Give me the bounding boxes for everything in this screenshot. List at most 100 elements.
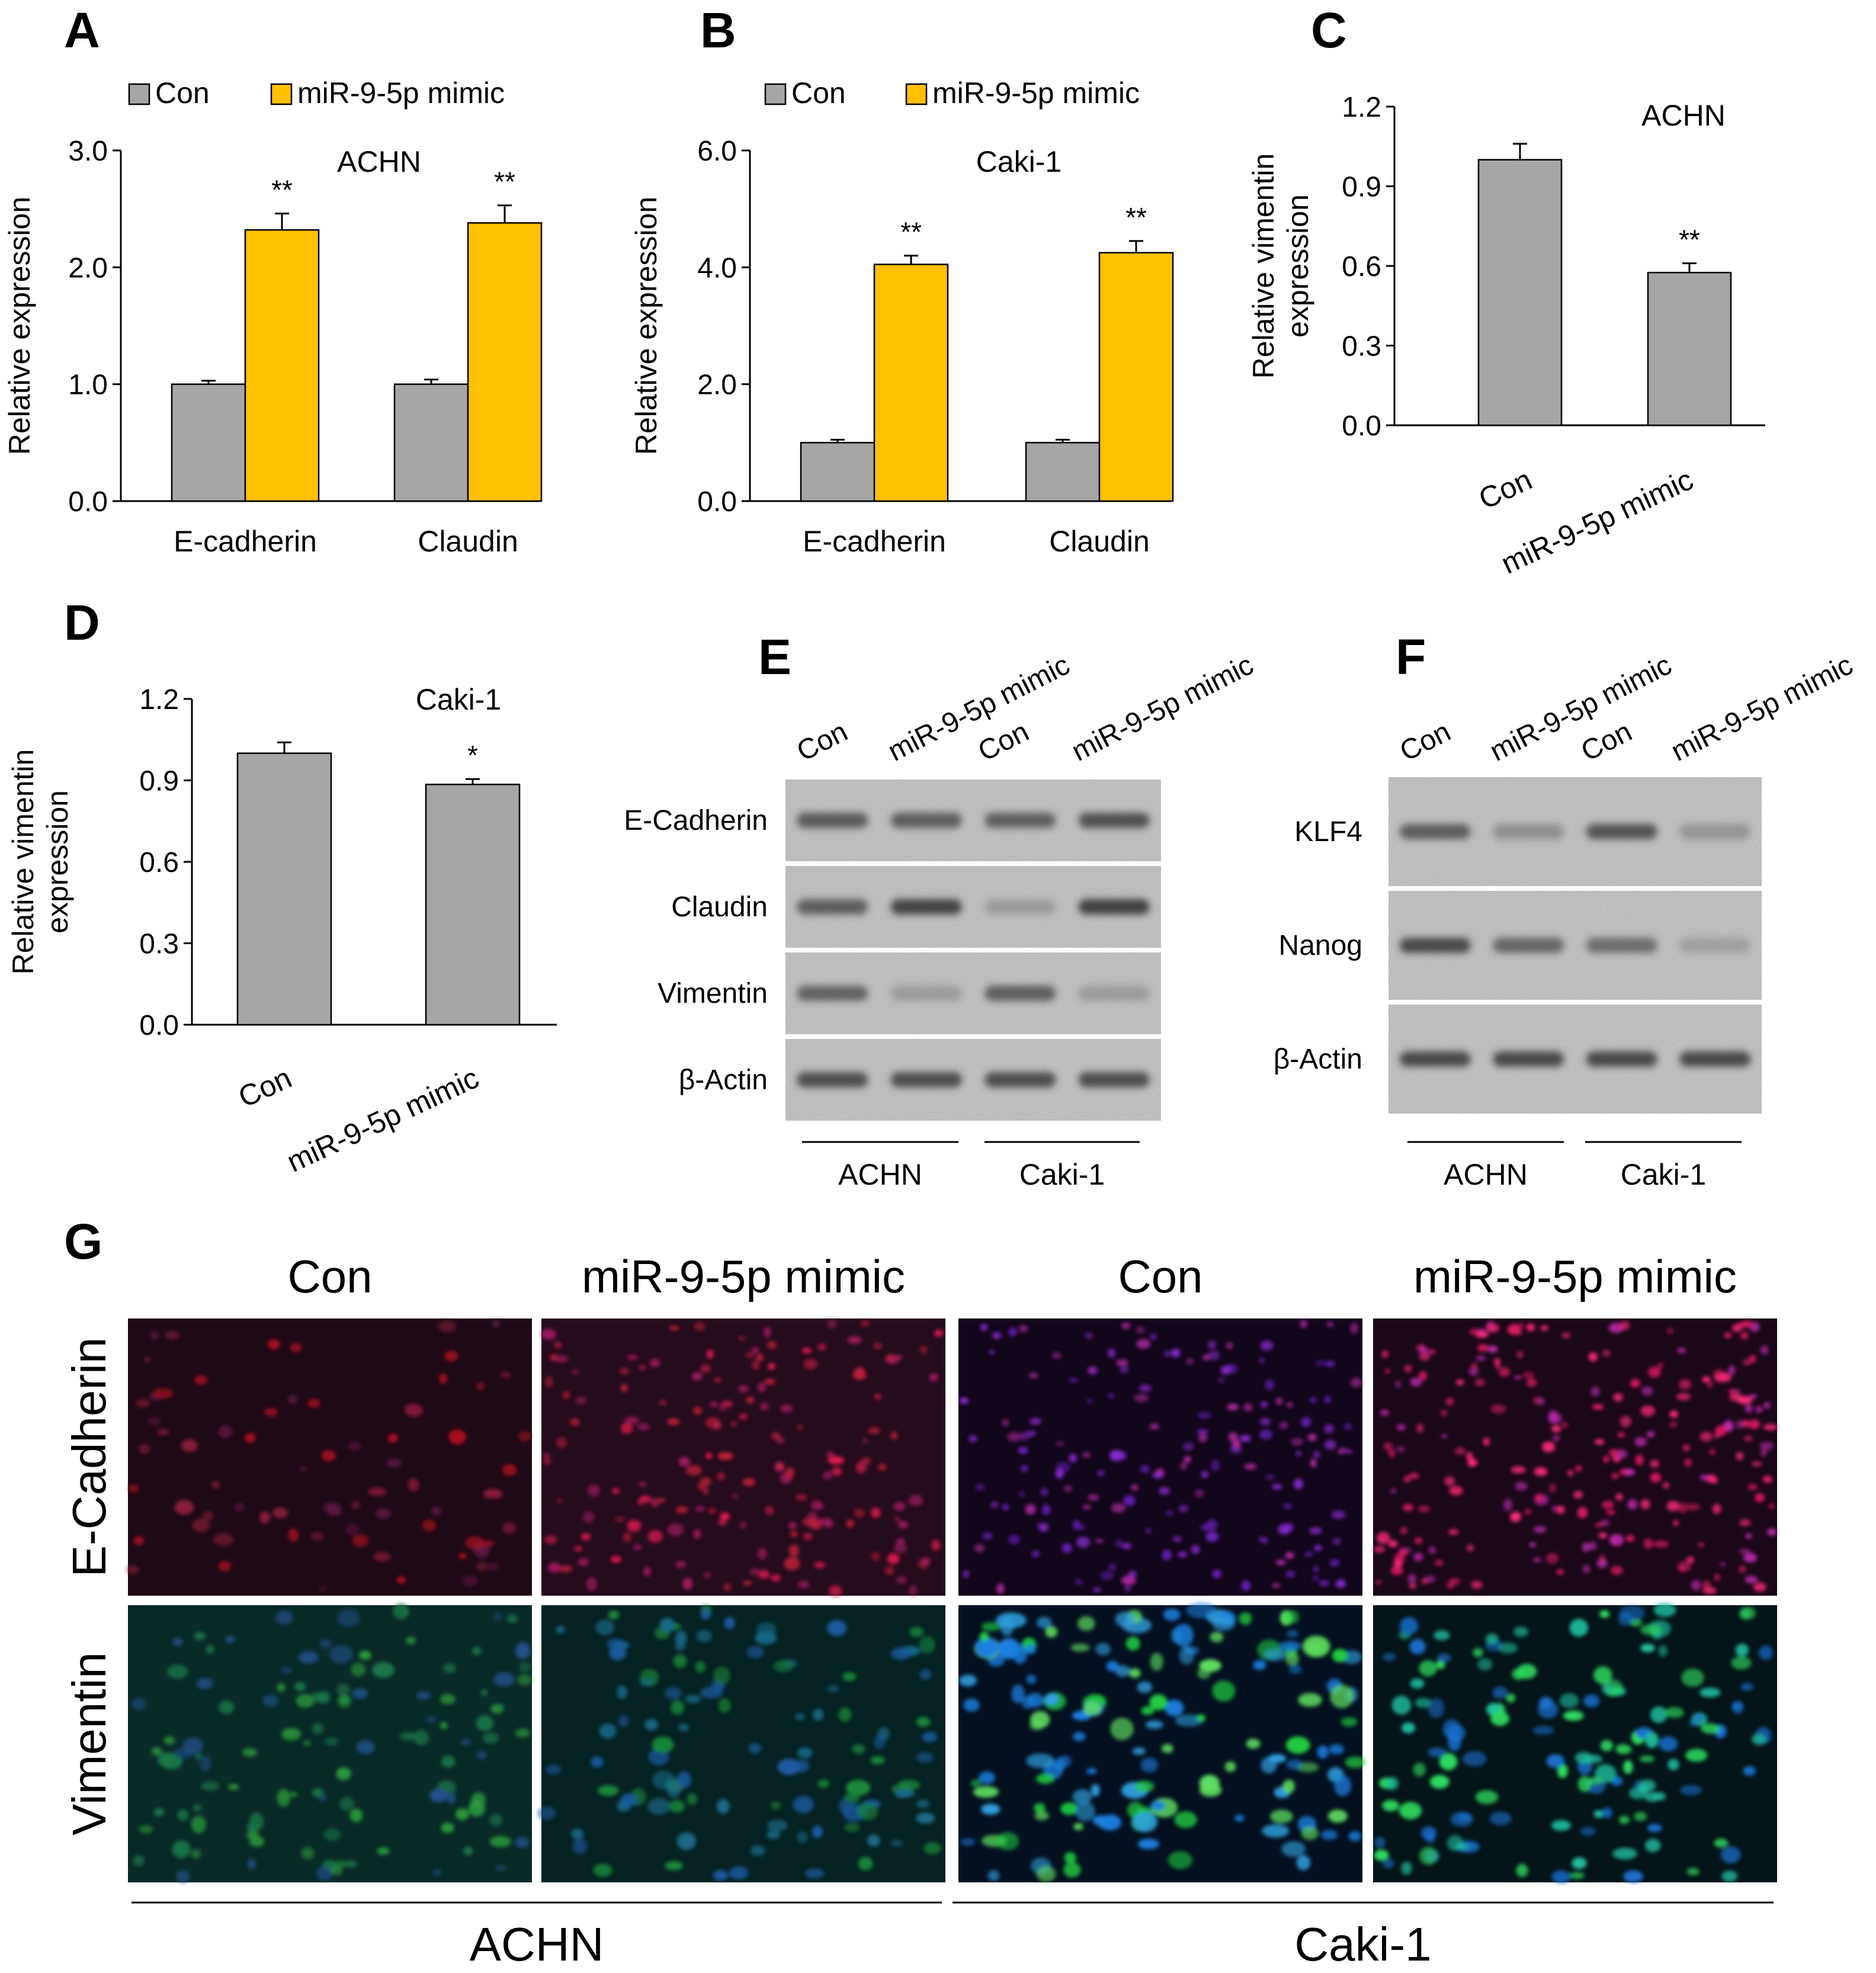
- cell: [1625, 1535, 1635, 1542]
- micrograph-cells: [131, 1603, 532, 1883]
- cell: [1618, 1612, 1634, 1626]
- cell: [693, 1529, 701, 1539]
- cell: [619, 1368, 630, 1375]
- cell: [1019, 1491, 1025, 1497]
- cell: [1201, 1471, 1209, 1478]
- cell: [656, 1498, 666, 1503]
- cell: [1076, 1536, 1091, 1548]
- cell: [1295, 1451, 1302, 1456]
- column-label: miR-9-5p mimic: [1413, 1250, 1737, 1302]
- cell: [1033, 1803, 1046, 1813]
- cell: [497, 1703, 505, 1709]
- cell: [1526, 1323, 1535, 1332]
- cell: [586, 1577, 598, 1592]
- cell: [571, 1828, 584, 1840]
- cell: [1391, 1695, 1412, 1715]
- significance-marker: **: [271, 175, 293, 206]
- cell: [1044, 1693, 1059, 1706]
- lane-label: Con: [1395, 716, 1456, 768]
- cell: [1095, 1538, 1104, 1544]
- cell: [1714, 1839, 1729, 1848]
- cell: [150, 1330, 159, 1340]
- legend-label: miR-9-5p mimic: [932, 76, 1140, 110]
- micrograph: [958, 1318, 1362, 1596]
- cell: [1035, 1773, 1055, 1784]
- cell: [1556, 1568, 1564, 1575]
- x-category-label: E-cadherin: [174, 525, 317, 558]
- cell: [1418, 1506, 1431, 1512]
- cell: [1075, 1579, 1082, 1585]
- cell: [1512, 1668, 1525, 1680]
- cell: [1040, 1488, 1048, 1496]
- cell: [644, 1718, 659, 1731]
- cell: [1613, 1393, 1624, 1402]
- cell: [1694, 1714, 1705, 1722]
- cell: [1345, 1756, 1365, 1769]
- cell: [1419, 1371, 1427, 1381]
- cell: [1739, 1548, 1752, 1554]
- cell: [493, 1672, 515, 1687]
- cell: [1415, 1537, 1422, 1544]
- cell: [612, 1488, 620, 1494]
- y-tick-label: 4.0: [697, 252, 737, 284]
- cell: [1150, 1653, 1163, 1671]
- cell: [578, 1557, 589, 1567]
- y-axis-label: Relative vimentinexpression: [7, 749, 74, 975]
- cell: [1307, 1433, 1317, 1441]
- cell: [1731, 1656, 1752, 1670]
- cell: [1699, 1475, 1710, 1480]
- cell: [1197, 1429, 1209, 1435]
- cell: [1380, 1409, 1389, 1416]
- cell: [557, 1499, 563, 1503]
- cell: [440, 1693, 456, 1705]
- cell: [1676, 1348, 1686, 1353]
- cell: [1199, 1775, 1220, 1792]
- cell: [1285, 1552, 1294, 1559]
- cell: [1731, 1702, 1743, 1711]
- cell: [1634, 1811, 1647, 1821]
- cell: [1329, 1559, 1340, 1567]
- cell: [626, 1355, 639, 1360]
- cell: [1315, 1361, 1326, 1366]
- cell: [1261, 1401, 1268, 1408]
- cell: [1258, 1536, 1265, 1542]
- cell: [916, 1751, 934, 1763]
- cell: [131, 1698, 147, 1711]
- cell: [1285, 1736, 1310, 1754]
- cell: [1202, 1354, 1211, 1361]
- cell: [1300, 1320, 1308, 1329]
- bar: [171, 383, 246, 502]
- cell: [359, 1650, 371, 1660]
- cell: [495, 1865, 506, 1871]
- micrograph-cells: [541, 1318, 944, 1597]
- cell: [1599, 1610, 1610, 1618]
- cell: [1165, 1699, 1184, 1717]
- cell: [1399, 1617, 1418, 1635]
- cell: [770, 1574, 781, 1581]
- cell: [1128, 1570, 1137, 1579]
- blot-band: [1399, 938, 1471, 953]
- cell: [1271, 1484, 1282, 1490]
- cell: [537, 1806, 556, 1820]
- blot-band: [985, 899, 1056, 915]
- cell: [700, 1364, 711, 1373]
- cell: [742, 1478, 756, 1486]
- cell: [717, 1452, 733, 1460]
- cell: [1069, 1378, 1078, 1383]
- cell: [1197, 1412, 1211, 1419]
- cell: [1064, 1852, 1076, 1864]
- cell: [1573, 1491, 1583, 1499]
- cell: [194, 1375, 207, 1385]
- significance-marker: *: [467, 740, 478, 771]
- cell: [1374, 1836, 1386, 1849]
- cell: [1590, 1386, 1600, 1397]
- cell: [1603, 1455, 1609, 1463]
- cell: [1278, 1523, 1291, 1535]
- cell: [1449, 1486, 1463, 1496]
- cell: [1470, 1328, 1478, 1335]
- cell: [351, 1663, 365, 1677]
- cell: [281, 1667, 292, 1674]
- cell: [718, 1519, 727, 1526]
- cell: [1177, 1552, 1188, 1557]
